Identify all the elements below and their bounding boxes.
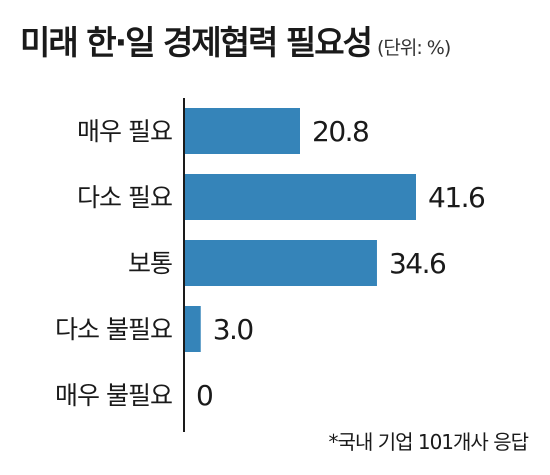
bar-2: [184, 174, 416, 220]
value-label-3: 34.6: [389, 247, 446, 280]
category-label-4: 다소 불필요: [55, 315, 172, 344]
bar-3: [184, 240, 377, 286]
value-label-4: 3.0: [213, 313, 253, 346]
bar-1: [184, 108, 300, 154]
value-label-5: 0: [196, 379, 212, 412]
unit-label: (단위: %): [376, 37, 451, 59]
category-label-3: 보통: [128, 249, 172, 278]
category-label-1: 매우 필요: [77, 117, 172, 146]
chart-title: 미래 한·일 경제협력 필요성: [20, 23, 373, 62]
footnote: *국내 기업 101개사 응답: [328, 430, 529, 454]
value-label-2: 41.6: [428, 181, 485, 214]
value-label-1: 20.8: [312, 115, 368, 148]
bar-4: [184, 306, 201, 352]
category-label-2: 다소 필요: [77, 183, 172, 212]
title-row: 미래 한·일 경제협력 필요성 (단위: %): [20, 16, 451, 66]
category-label-5: 매우 불필요: [55, 381, 172, 410]
